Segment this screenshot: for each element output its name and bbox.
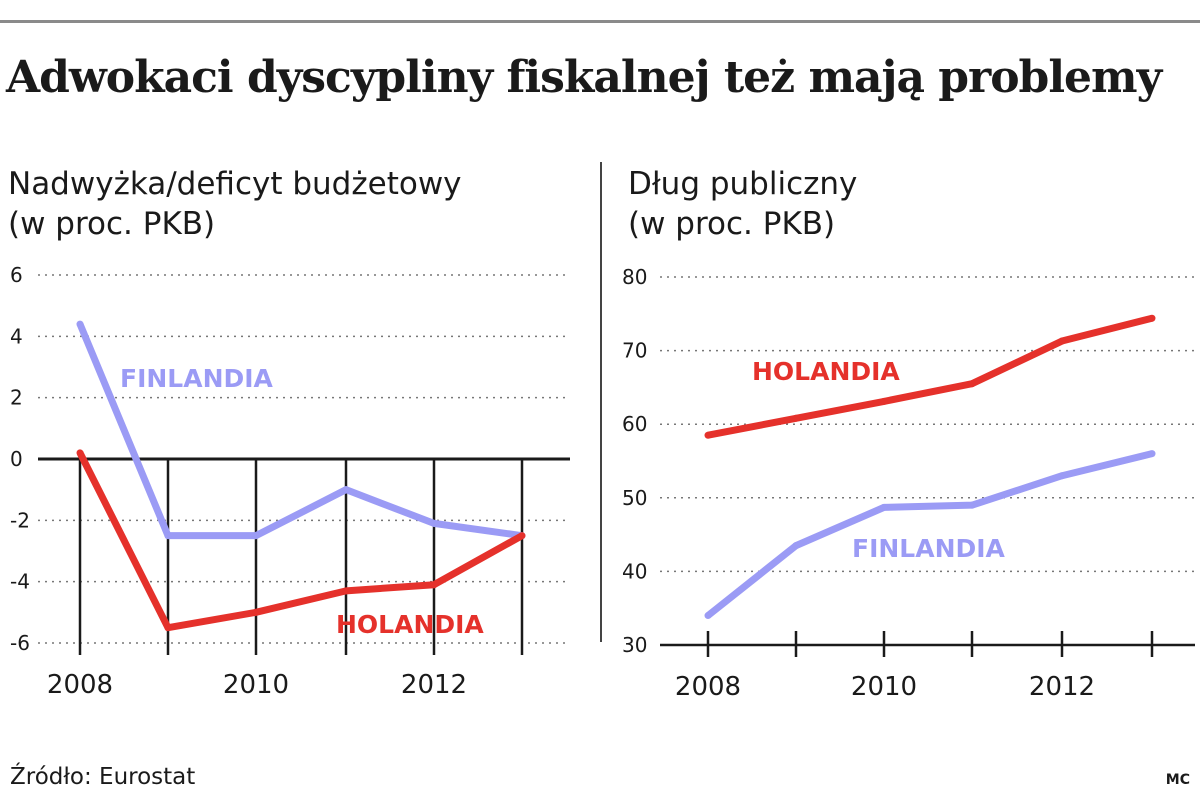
left-point-finlandia-2012 — [430, 519, 438, 527]
left-subtitle-line-2: (w proc. PKB) — [8, 206, 216, 242]
right-xtick-label-2: 2012 — [1029, 672, 1095, 702]
left-ytick-label-5: -4 — [10, 570, 30, 594]
right-point-holandia-2008 — [704, 431, 712, 439]
right-series-label-holandia: HOLANDIA — [752, 357, 900, 386]
left-point-holandia-2012 — [430, 581, 438, 589]
right-ytick-label-3: 50 — [622, 486, 647, 510]
right-subtitle-line-1: Dług publiczny — [628, 166, 858, 202]
left-ytick-label-1: 4 — [10, 324, 23, 348]
right-ytick-label-4: 40 — [622, 559, 647, 583]
left-ytick-label-6: -6 — [10, 631, 30, 655]
top-rule — [0, 20, 1200, 23]
chart-title: Adwokaci dyscypliny fiskalnej też mają p… — [6, 52, 1162, 103]
left-point-holandia-2010 — [252, 608, 260, 616]
left-point-holandia-2013 — [518, 532, 526, 540]
right-point-finlandia-2008 — [704, 612, 712, 620]
right-series-line-finlandia — [705, 450, 1153, 619]
right-point-holandia-2009 — [792, 414, 800, 422]
left-point-holandia-2011 — [342, 587, 350, 595]
right-panel-subtitle: Dług publiczny (w proc. PKB) — [628, 164, 857, 244]
left-series-label-finlandia: FINLANDIA — [120, 364, 274, 393]
right-xtick-label-0: 2008 — [675, 672, 741, 702]
left-panel-subtitle: Nadwyżka/deficyt budżetowy (w proc. PKB) — [8, 164, 462, 244]
left-point-finlandia-2009 — [164, 532, 172, 540]
author-credit: MC — [1165, 772, 1190, 788]
right-point-holandia-2010 — [880, 397, 888, 405]
left-xtick-label-2: 2012 — [401, 670, 467, 700]
left-ytick-label-2: 2 — [10, 386, 23, 410]
left-point-finlandia-2011 — [342, 486, 350, 494]
panel-divider — [600, 162, 602, 642]
left-point-holandia-2008 — [76, 449, 84, 457]
left-xtick-label-0: 2008 — [47, 670, 113, 700]
right-point-finlandia-2010 — [880, 503, 888, 511]
right-ytick-label-2: 60 — [622, 412, 647, 436]
right-series-label-finlandia: FINLANDIA — [852, 534, 1006, 563]
left-ytick-label-3: 0 — [10, 447, 23, 471]
right-point-finlandia-2009 — [792, 542, 800, 550]
left-series-label-holandia: HOLANDIA — [336, 610, 484, 639]
source-note: Źródło: Eurostat — [10, 764, 196, 790]
right-point-finlandia-2012 — [1058, 472, 1066, 480]
right-subtitle-line-2: (w proc. PKB) — [628, 206, 836, 242]
right-point-finlandia-2013 — [1148, 450, 1156, 458]
left-chart-deficit: 6 4 2 0 -2 -4 -6 2008 2010 2012 FINLANDIA HOLANDIA — [10, 263, 570, 700]
left-point-holandia-2009 — [164, 624, 172, 632]
right-xtick-label-1: 2010 — [851, 672, 917, 702]
right-point-holandia-2012 — [1058, 337, 1066, 345]
left-series-line-holandia — [76, 451, 524, 632]
right-point-holandia-2011 — [968, 380, 976, 388]
left-ytick-label-0: 6 — [10, 263, 23, 287]
right-point-holandia-2013 — [1148, 314, 1156, 322]
left-ytick-label-4: -2 — [10, 508, 30, 532]
left-series-line-finlandia — [76, 322, 523, 540]
right-point-finlandia-2011 — [968, 501, 976, 509]
right-ytick-label-5: 30 — [622, 633, 647, 657]
left-point-finlandia-2010 — [252, 532, 260, 540]
right-chart-debt: 80 70 60 50 40 30 2008 2010 2012 HOLANDIA FINLANDI… — [622, 265, 1195, 702]
right-ytick-label-1: 70 — [622, 339, 647, 363]
left-point-finlandia-2008 — [76, 320, 84, 328]
right-series-line-holandia — [707, 314, 1153, 439]
left-subtitle-line-1: Nadwyżka/deficyt budżetowy — [8, 166, 462, 202]
right-ytick-label-0: 80 — [622, 265, 647, 289]
left-xtick-label-1: 2010 — [223, 670, 289, 700]
